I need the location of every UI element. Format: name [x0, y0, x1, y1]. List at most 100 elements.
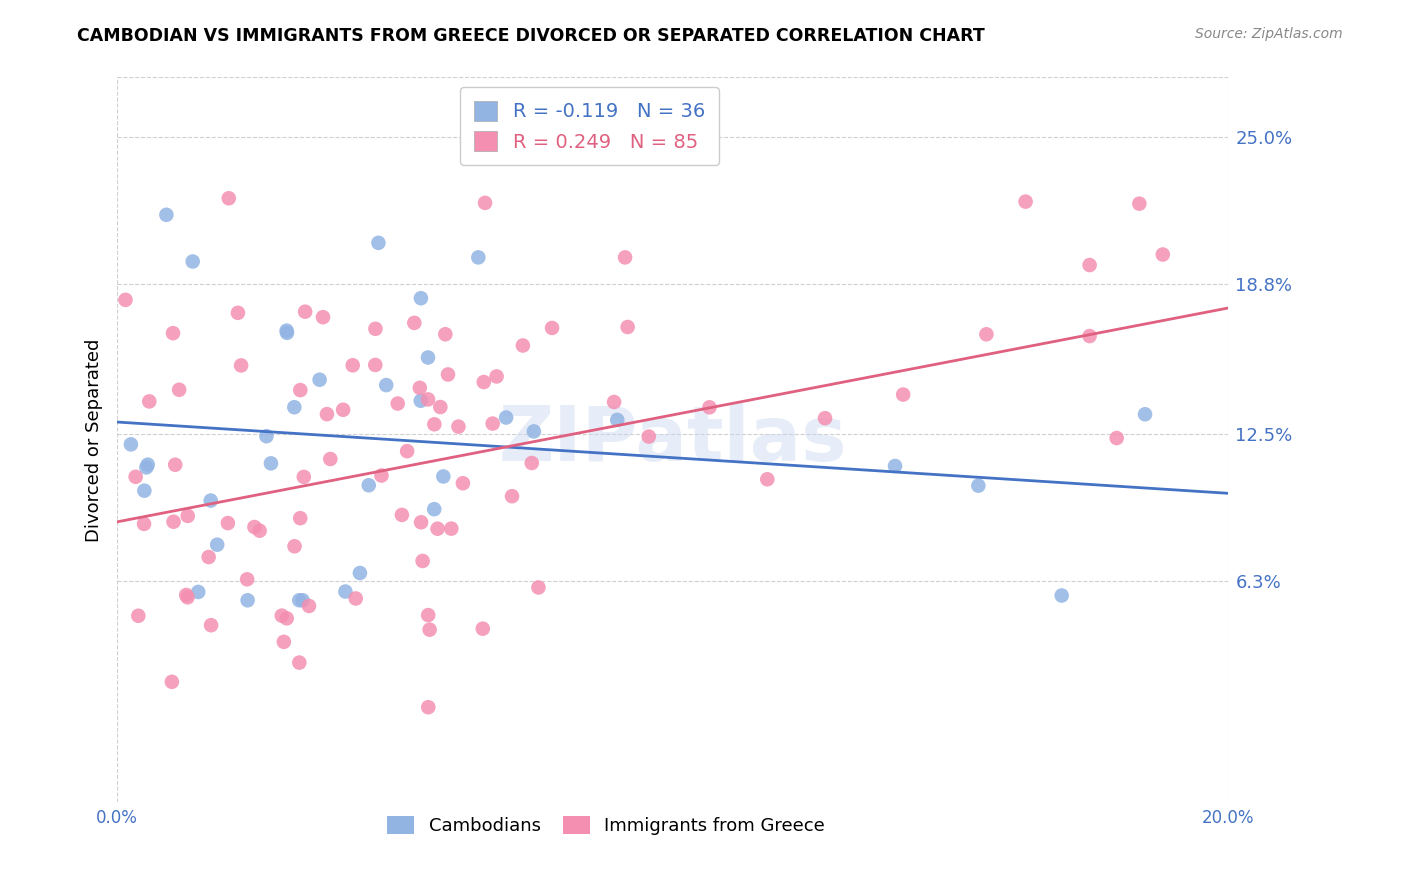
Point	[197, 550, 219, 565]
Point	[276, 611, 298, 625]
Point	[472, 375, 495, 389]
Point	[217, 516, 239, 530]
Point	[155, 208, 177, 222]
Point	[276, 326, 298, 340]
Point	[481, 417, 503, 431]
Point	[541, 321, 564, 335]
Point	[1078, 258, 1101, 272]
Point	[181, 254, 204, 268]
Point	[409, 291, 432, 305]
Point	[434, 327, 457, 342]
Point	[349, 566, 371, 580]
Point	[160, 674, 183, 689]
Point	[423, 417, 446, 432]
Point	[606, 413, 628, 427]
Point	[290, 511, 312, 525]
Point	[270, 608, 292, 623]
Point	[409, 516, 432, 530]
Point	[124, 470, 146, 484]
Point	[138, 394, 160, 409]
Point	[429, 400, 451, 414]
Point	[283, 401, 305, 415]
Point	[344, 591, 367, 606]
Point	[814, 411, 837, 425]
Y-axis label: Divorced or Separated: Divorced or Separated	[86, 338, 103, 541]
Point	[298, 599, 321, 613]
Point	[243, 520, 266, 534]
Point	[120, 437, 142, 451]
Point	[614, 251, 637, 265]
Point	[756, 472, 779, 486]
Point	[451, 476, 474, 491]
Point	[387, 396, 409, 410]
Point	[288, 593, 311, 607]
Point	[699, 401, 721, 415]
Point	[290, 383, 312, 397]
Point	[162, 326, 184, 340]
Point	[426, 522, 449, 536]
Point	[229, 359, 252, 373]
Point	[527, 581, 550, 595]
Text: ZIPatlas: ZIPatlas	[499, 403, 846, 477]
Point	[226, 306, 249, 320]
Point	[319, 452, 342, 467]
Point	[1105, 431, 1128, 445]
Point	[976, 327, 998, 342]
Point	[396, 444, 419, 458]
Point	[1152, 247, 1174, 261]
Point	[432, 469, 454, 483]
Point	[200, 618, 222, 632]
Point	[294, 304, 316, 318]
Point	[404, 316, 426, 330]
Legend: Cambodians, Immigrants from Greece: Cambodians, Immigrants from Greece	[378, 806, 834, 844]
Point	[520, 456, 543, 470]
Point	[273, 635, 295, 649]
Point	[467, 251, 489, 265]
Point	[409, 381, 432, 395]
Point	[495, 410, 517, 425]
Point	[218, 191, 240, 205]
Point	[418, 700, 440, 714]
Point	[423, 502, 446, 516]
Point	[134, 483, 156, 498]
Point	[335, 584, 357, 599]
Point	[523, 425, 546, 439]
Point	[437, 368, 460, 382]
Point	[342, 359, 364, 373]
Point	[256, 429, 278, 443]
Point	[367, 235, 389, 250]
Point	[1014, 194, 1036, 209]
Point	[276, 324, 298, 338]
Point	[249, 524, 271, 538]
Point	[1078, 329, 1101, 343]
Point	[200, 493, 222, 508]
Point	[474, 195, 496, 210]
Point	[114, 293, 136, 307]
Point	[283, 539, 305, 553]
Point	[391, 508, 413, 522]
Point	[418, 608, 440, 623]
Point	[174, 588, 197, 602]
Point	[177, 508, 200, 523]
Point	[440, 522, 463, 536]
Point	[316, 407, 339, 421]
Text: CAMBODIAN VS IMMIGRANTS FROM GREECE DIVORCED OR SEPARATED CORRELATION CHART: CAMBODIAN VS IMMIGRANTS FROM GREECE DIVO…	[77, 27, 986, 45]
Point	[412, 554, 434, 568]
Point	[205, 538, 228, 552]
Point	[1050, 589, 1073, 603]
Point	[176, 591, 198, 605]
Point	[471, 622, 494, 636]
Point	[616, 320, 638, 334]
Point	[409, 393, 432, 408]
Point	[501, 489, 523, 503]
Point	[236, 572, 259, 586]
Point	[419, 623, 441, 637]
Point	[375, 378, 398, 392]
Point	[312, 310, 335, 325]
Point	[132, 516, 155, 531]
Point	[485, 369, 508, 384]
Point	[288, 656, 311, 670]
Point	[967, 478, 990, 492]
Point	[364, 358, 387, 372]
Point	[637, 429, 659, 443]
